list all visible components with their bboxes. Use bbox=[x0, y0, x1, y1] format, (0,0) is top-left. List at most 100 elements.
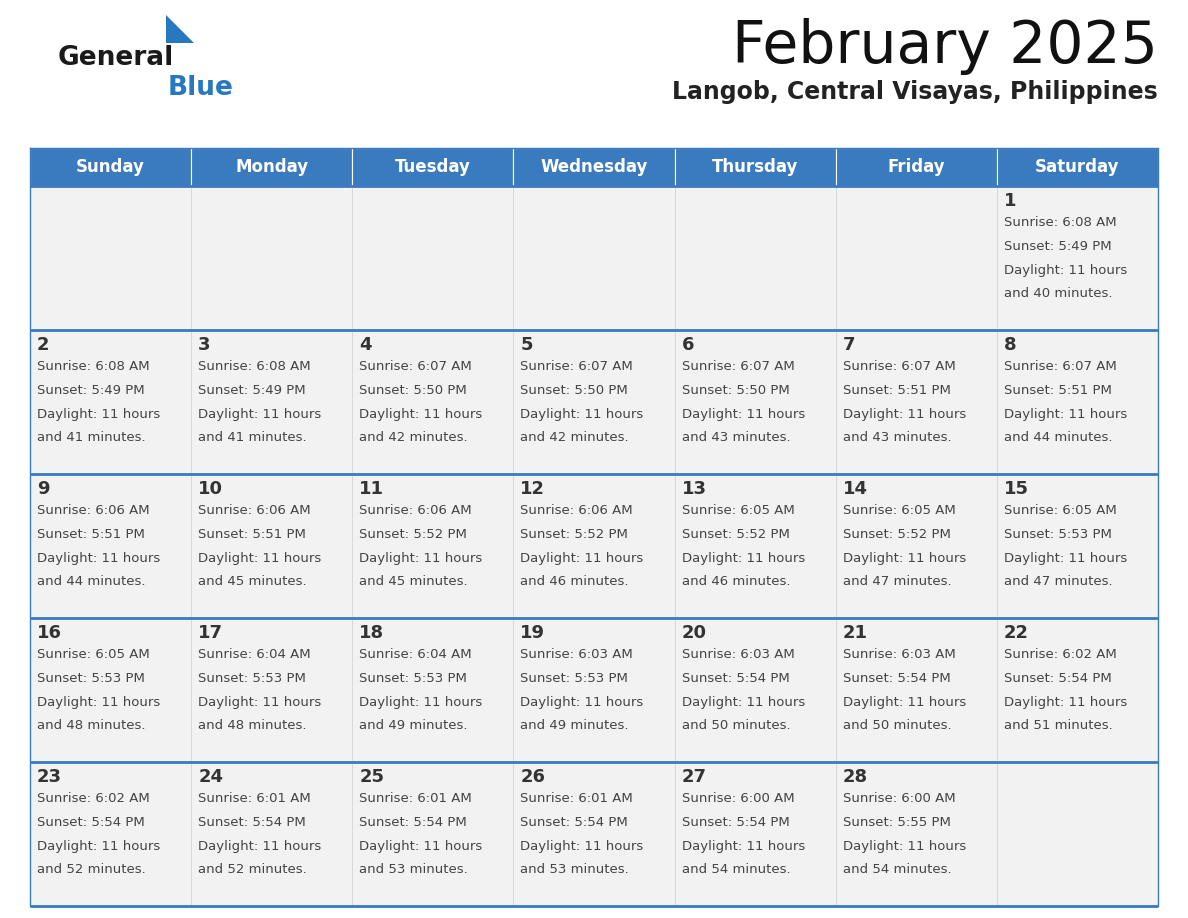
Text: and 46 minutes.: and 46 minutes. bbox=[682, 576, 790, 588]
Text: and 49 minutes.: and 49 minutes. bbox=[359, 720, 468, 733]
Bar bbox=[513, 474, 675, 618]
Text: and 52 minutes.: and 52 minutes. bbox=[37, 863, 146, 877]
Text: and 47 minutes.: and 47 minutes. bbox=[1004, 576, 1112, 588]
Text: and 46 minutes.: and 46 minutes. bbox=[520, 576, 628, 588]
Bar bbox=[353, 186, 513, 330]
Text: Daylight: 11 hours: Daylight: 11 hours bbox=[198, 696, 322, 709]
Text: Daylight: 11 hours: Daylight: 11 hours bbox=[37, 840, 160, 853]
Bar bbox=[675, 762, 835, 906]
Text: Daylight: 11 hours: Daylight: 11 hours bbox=[359, 552, 482, 565]
Text: Thursday: Thursday bbox=[712, 158, 798, 176]
Text: 6: 6 bbox=[682, 336, 694, 354]
Text: 23: 23 bbox=[37, 768, 62, 786]
Text: Sunset: 5:55 PM: Sunset: 5:55 PM bbox=[842, 816, 950, 829]
Text: and 42 minutes.: and 42 minutes. bbox=[359, 431, 468, 444]
Text: Sunrise: 6:06 AM: Sunrise: 6:06 AM bbox=[37, 504, 150, 517]
Bar bbox=[30, 762, 191, 906]
Text: Sunset: 5:53 PM: Sunset: 5:53 PM bbox=[520, 672, 628, 685]
Text: Daylight: 11 hours: Daylight: 11 hours bbox=[1004, 408, 1127, 420]
Bar bbox=[353, 474, 513, 618]
Text: and 41 minutes.: and 41 minutes. bbox=[37, 431, 146, 444]
Text: 8: 8 bbox=[1004, 336, 1017, 354]
Text: and 48 minutes.: and 48 minutes. bbox=[198, 720, 307, 733]
Text: Daylight: 11 hours: Daylight: 11 hours bbox=[842, 408, 966, 420]
Text: 4: 4 bbox=[359, 336, 372, 354]
Text: Sunrise: 6:03 AM: Sunrise: 6:03 AM bbox=[842, 648, 955, 661]
Text: General: General bbox=[58, 45, 175, 71]
Bar bbox=[191, 186, 353, 330]
Text: Sunset: 5:52 PM: Sunset: 5:52 PM bbox=[842, 528, 950, 541]
Bar bbox=[513, 148, 675, 186]
Text: Sunset: 5:49 PM: Sunset: 5:49 PM bbox=[198, 384, 305, 397]
Text: 18: 18 bbox=[359, 624, 385, 642]
Text: 20: 20 bbox=[682, 624, 707, 642]
Text: Daylight: 11 hours: Daylight: 11 hours bbox=[520, 840, 644, 853]
Text: Sunset: 5:53 PM: Sunset: 5:53 PM bbox=[37, 672, 145, 685]
Text: and 43 minutes.: and 43 minutes. bbox=[682, 431, 790, 444]
Text: Friday: Friday bbox=[887, 158, 946, 176]
Text: Daylight: 11 hours: Daylight: 11 hours bbox=[359, 696, 482, 709]
Text: 13: 13 bbox=[682, 480, 707, 498]
Text: Sunrise: 6:06 AM: Sunrise: 6:06 AM bbox=[520, 504, 633, 517]
Text: 9: 9 bbox=[37, 480, 50, 498]
Text: Sunset: 5:52 PM: Sunset: 5:52 PM bbox=[520, 528, 628, 541]
Text: and 47 minutes.: and 47 minutes. bbox=[842, 576, 952, 588]
Text: and 51 minutes.: and 51 minutes. bbox=[1004, 720, 1113, 733]
Bar bbox=[997, 186, 1158, 330]
Text: Sunset: 5:49 PM: Sunset: 5:49 PM bbox=[1004, 240, 1112, 252]
Bar bbox=[675, 474, 835, 618]
Text: and 48 minutes.: and 48 minutes. bbox=[37, 720, 145, 733]
Bar bbox=[675, 186, 835, 330]
Text: Sunset: 5:51 PM: Sunset: 5:51 PM bbox=[842, 384, 950, 397]
Bar bbox=[30, 148, 191, 186]
Text: Daylight: 11 hours: Daylight: 11 hours bbox=[37, 552, 160, 565]
Bar bbox=[513, 618, 675, 762]
Text: Sunset: 5:53 PM: Sunset: 5:53 PM bbox=[198, 672, 307, 685]
Text: Sunrise: 6:02 AM: Sunrise: 6:02 AM bbox=[37, 792, 150, 805]
Text: and 53 minutes.: and 53 minutes. bbox=[520, 863, 630, 877]
Text: Sunset: 5:49 PM: Sunset: 5:49 PM bbox=[37, 384, 145, 397]
Bar bbox=[835, 330, 997, 474]
Text: Sunset: 5:54 PM: Sunset: 5:54 PM bbox=[682, 816, 789, 829]
Text: and 52 minutes.: and 52 minutes. bbox=[198, 863, 307, 877]
Text: Blue: Blue bbox=[168, 75, 234, 101]
Text: Sunset: 5:54 PM: Sunset: 5:54 PM bbox=[359, 816, 467, 829]
Bar bbox=[353, 618, 513, 762]
Bar bbox=[513, 186, 675, 330]
Text: 1: 1 bbox=[1004, 192, 1017, 210]
Text: Sunday: Sunday bbox=[76, 158, 145, 176]
Text: Daylight: 11 hours: Daylight: 11 hours bbox=[198, 552, 322, 565]
Bar bbox=[353, 762, 513, 906]
Bar bbox=[353, 148, 513, 186]
Bar bbox=[513, 762, 675, 906]
Text: Daylight: 11 hours: Daylight: 11 hours bbox=[359, 840, 482, 853]
Text: 27: 27 bbox=[682, 768, 707, 786]
Text: Sunrise: 6:06 AM: Sunrise: 6:06 AM bbox=[359, 504, 472, 517]
Bar bbox=[675, 148, 835, 186]
Text: and 44 minutes.: and 44 minutes. bbox=[1004, 431, 1112, 444]
Text: Tuesday: Tuesday bbox=[394, 158, 470, 176]
Text: Sunrise: 6:03 AM: Sunrise: 6:03 AM bbox=[520, 648, 633, 661]
Text: Monday: Monday bbox=[235, 158, 308, 176]
Text: Sunset: 5:54 PM: Sunset: 5:54 PM bbox=[37, 816, 145, 829]
Text: and 50 minutes.: and 50 minutes. bbox=[842, 720, 952, 733]
Text: Langob, Central Visayas, Philippines: Langob, Central Visayas, Philippines bbox=[672, 80, 1158, 104]
Text: and 54 minutes.: and 54 minutes. bbox=[842, 863, 952, 877]
Text: 24: 24 bbox=[198, 768, 223, 786]
Text: Daylight: 11 hours: Daylight: 11 hours bbox=[1004, 696, 1127, 709]
Text: 14: 14 bbox=[842, 480, 867, 498]
Text: and 45 minutes.: and 45 minutes. bbox=[198, 576, 307, 588]
Text: Sunrise: 6:08 AM: Sunrise: 6:08 AM bbox=[1004, 216, 1117, 229]
Bar bbox=[835, 618, 997, 762]
Text: February 2025: February 2025 bbox=[732, 18, 1158, 75]
Text: 16: 16 bbox=[37, 624, 62, 642]
Bar bbox=[513, 330, 675, 474]
Text: Daylight: 11 hours: Daylight: 11 hours bbox=[682, 408, 804, 420]
Text: Sunset: 5:50 PM: Sunset: 5:50 PM bbox=[359, 384, 467, 397]
Text: Sunrise: 6:01 AM: Sunrise: 6:01 AM bbox=[520, 792, 633, 805]
Bar bbox=[835, 474, 997, 618]
Text: 19: 19 bbox=[520, 624, 545, 642]
Text: Sunrise: 6:08 AM: Sunrise: 6:08 AM bbox=[37, 360, 150, 373]
Text: 11: 11 bbox=[359, 480, 384, 498]
Bar bbox=[30, 474, 191, 618]
